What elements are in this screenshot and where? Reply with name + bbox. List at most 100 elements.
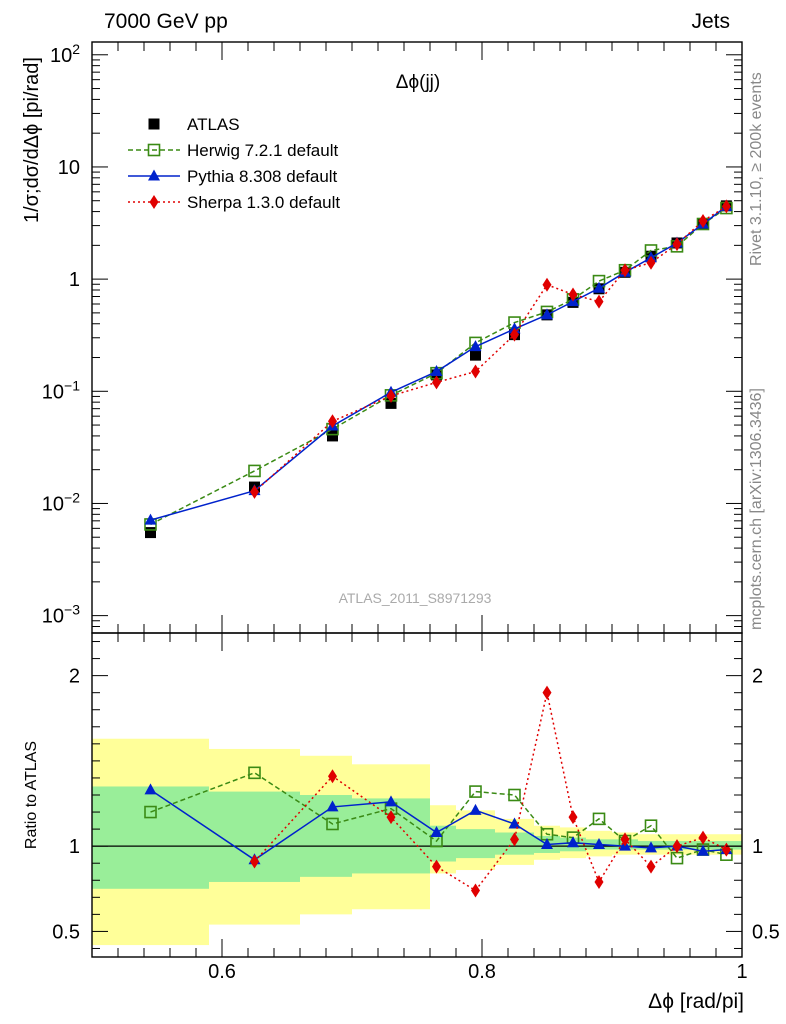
side-label-mcplots: mcplots.cern.ch [arXiv:1306.3436] [748,388,765,630]
main-y-tick-label: 10−2 [42,489,80,515]
ratio-point-sherpa-1-3-0-default [698,830,708,845]
x-tick-label: 1 [736,961,747,983]
main-y-tick-label: 10 [58,157,80,179]
ratio-point-sherpa-1-3-0-default [594,874,604,889]
x-tick-label: 0.8 [468,961,496,983]
x-axis-label: Δϕ [rad/pi] [648,990,744,1013]
main-y-tick-label: 10−1 [42,377,80,403]
data-point-sherpa-1-3-0-default [620,263,630,278]
ratio-band-inner [352,798,430,874]
data-point-sherpa-1-3-0-default [250,484,259,499]
ratio-point-pythia-8-308-default [469,803,482,815]
ratio-y-tick-label-right: 2 [752,666,763,688]
ratio-point-pythia-8-308-default [144,783,157,795]
data-point-sherpa-1-3-0-default [568,287,578,302]
watermark-label: ATLAS_2011_S8971293 [339,590,492,606]
ratio-band-inner [716,841,742,850]
data-point-pythia-8-308-default [541,308,553,320]
main-title: Δϕ(jj) [396,72,440,93]
ratio-point-sherpa-1-3-0-default [542,685,552,700]
ratio-point-pythia-8-308-default [645,841,657,853]
data-point-sherpa-1-3-0-default [672,237,682,252]
ratio-y-tick-label-right: 0.5 [752,921,780,943]
ratio-point-sherpa-1-3-0-default [672,839,682,854]
data-point-atlas [327,430,338,442]
ratio-point-herwig-7-2-1-default [508,788,521,802]
ratio-point-sherpa-1-3-0-default [568,810,578,825]
ratio-point-pythia-8-308-default [567,836,579,848]
data-point-sherpa-1-3-0-default [432,375,441,390]
ratio-plot: 0.6 0.8 10.5 0.51 12 2 [52,632,780,983]
data-point-sherpa-1-3-0-default [386,388,396,403]
main-plot: 10−3 10−2 10−1 1 10 102 ATLAS Herwig 7.2.1 defa… [42,41,743,634]
ratio-y-axis-label: Ratio to ATLAS [23,741,40,849]
legend-marker [147,143,161,157]
legend-marker [149,195,159,209]
ratio-point-herwig-7-2-1-default [248,766,261,780]
ratio-point-sherpa-1-3-0-default [250,854,259,869]
data-point-sherpa-1-3-0-default [721,199,731,214]
legend-marker [148,169,160,181]
ratio-point-herwig-7-2-1-default [469,785,482,798]
data-point-sherpa-1-3-0-default [510,327,519,342]
series-line-herwig-7-2-1-default [150,207,727,526]
data-point-sherpa-1-3-0-default [471,364,480,379]
ratio-point-herwig-7-2-1-default [326,817,339,831]
data-point-pythia-8-308-default [144,513,157,525]
ratio-point-pythia-8-308-default [697,844,709,856]
main-y-tick-label: 1 [69,269,80,291]
ratio-y-tick-label: 2 [69,666,80,688]
main-y-tick-label: 10−3 [42,602,80,628]
ratio-y-tick-label: 1 [69,836,80,858]
data-point-atlas [145,527,156,539]
header-right-label: Jets [691,10,730,33]
data-point-herwig-7-2-1-default [248,464,261,478]
ratio-point-herwig-7-2-1-default [144,805,157,819]
data-point-pythia-8-308-default [469,340,482,352]
legend-label: Herwig 7.2.1 default [187,141,338,160]
side-label-rivet: Rivet 3.1.10, ≥ 200k events [748,72,765,266]
ratio-point-sherpa-1-3-0-default [386,810,396,825]
ratio-point-sherpa-1-3-0-default [620,832,630,847]
ratio-point-sherpa-1-3-0-default [646,859,656,874]
ratio-y-tick-label-right: 1 [752,836,763,858]
ratio-point-herwig-7-2-1-default [644,819,658,832]
ratio-band-inner [92,786,209,889]
data-point-atlas [470,349,481,361]
ratio-point-pythia-8-308-default [430,826,443,838]
legend-item-pythia-8-308-default: Pythia 8.308 default [128,167,338,186]
ratio-point-pythia-8-308-default [508,817,521,829]
legend-label: Pythia 8.308 default [187,167,338,186]
ratio-point-sherpa-1-3-0-default [510,832,519,847]
ratio-point-sherpa-1-3-0-default [432,859,441,874]
legend-item-sherpa-1-3-0-default: Sherpa 1.3.0 default [128,193,340,212]
legend-item-atlas: ATLAS [148,115,240,134]
data-point-sherpa-1-3-0-default [698,213,708,228]
ratio-point-sherpa-1-3-0-default [328,769,337,784]
ratio-point-pythia-8-308-default [541,837,553,849]
main-y-axis-label: 1/σ;dσ/dΔϕ [pi/rad] [21,57,43,223]
ratio-line-sherpa-1-3-0-default [253,692,727,892]
series-line-sherpa-1-3-0-default [253,205,727,493]
data-point-atlas [385,397,397,409]
legend: ATLAS Herwig 7.2.1 default Pythia 8.308 de… [128,115,340,212]
ratio-point-pythia-8-308-default [593,837,605,849]
ratio-point-pythia-8-308-default [385,795,397,807]
ratio-point-pythia-8-308-default [326,800,339,812]
ratio-band-inner [300,795,352,877]
header-left-label: 7000 GeV pp [104,10,228,33]
ratio-band-inner [456,829,495,859]
main-y-tick-label: 102 [50,41,80,67]
ratio-y-tick-label: 0.5 [52,921,80,943]
legend-label: Sherpa 1.3.0 default [187,193,340,212]
data-point-sherpa-1-3-0-default [646,255,656,270]
ratio-point-herwig-7-2-1-default [592,812,606,826]
legend-label: ATLAS [187,115,240,134]
data-point-pythia-8-308-default [593,281,605,293]
series-line-pythia-8-308-default [150,205,727,521]
data-point-sherpa-1-3-0-default [328,414,337,429]
data-point-sherpa-1-3-0-default [542,277,552,292]
x-tick-label: 0.6 [208,961,236,983]
data-point-sherpa-1-3-0-default [594,294,604,309]
